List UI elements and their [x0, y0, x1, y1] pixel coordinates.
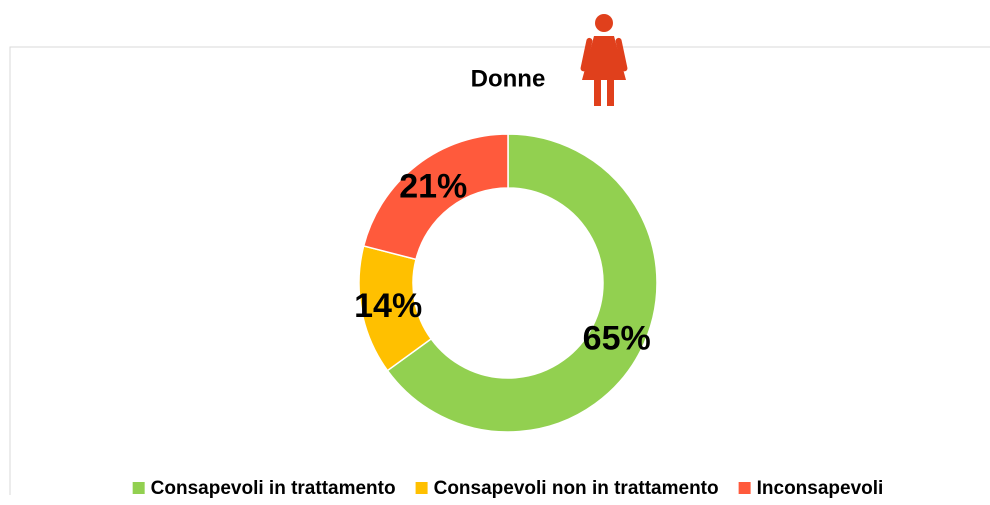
legend-label: Consapevoli non in trattamento: [434, 478, 719, 499]
donut-slice: [362, 133, 509, 261]
legend-swatch: [738, 482, 751, 494]
chart-frame: [9, 46, 990, 495]
data-label: 65%: [583, 319, 651, 357]
woman-icon: [580, 14, 628, 106]
legend-swatch: [415, 482, 428, 494]
data-label: 14%: [354, 287, 422, 325]
legend-label: Consapevoli in trattamento: [151, 478, 396, 499]
donut-slice: [386, 133, 658, 433]
data-label: 21%: [399, 168, 467, 206]
legend-swatch: [132, 482, 145, 494]
legend-label: Inconsapevoli: [757, 478, 884, 499]
chart-title: Donne: [471, 65, 546, 92]
